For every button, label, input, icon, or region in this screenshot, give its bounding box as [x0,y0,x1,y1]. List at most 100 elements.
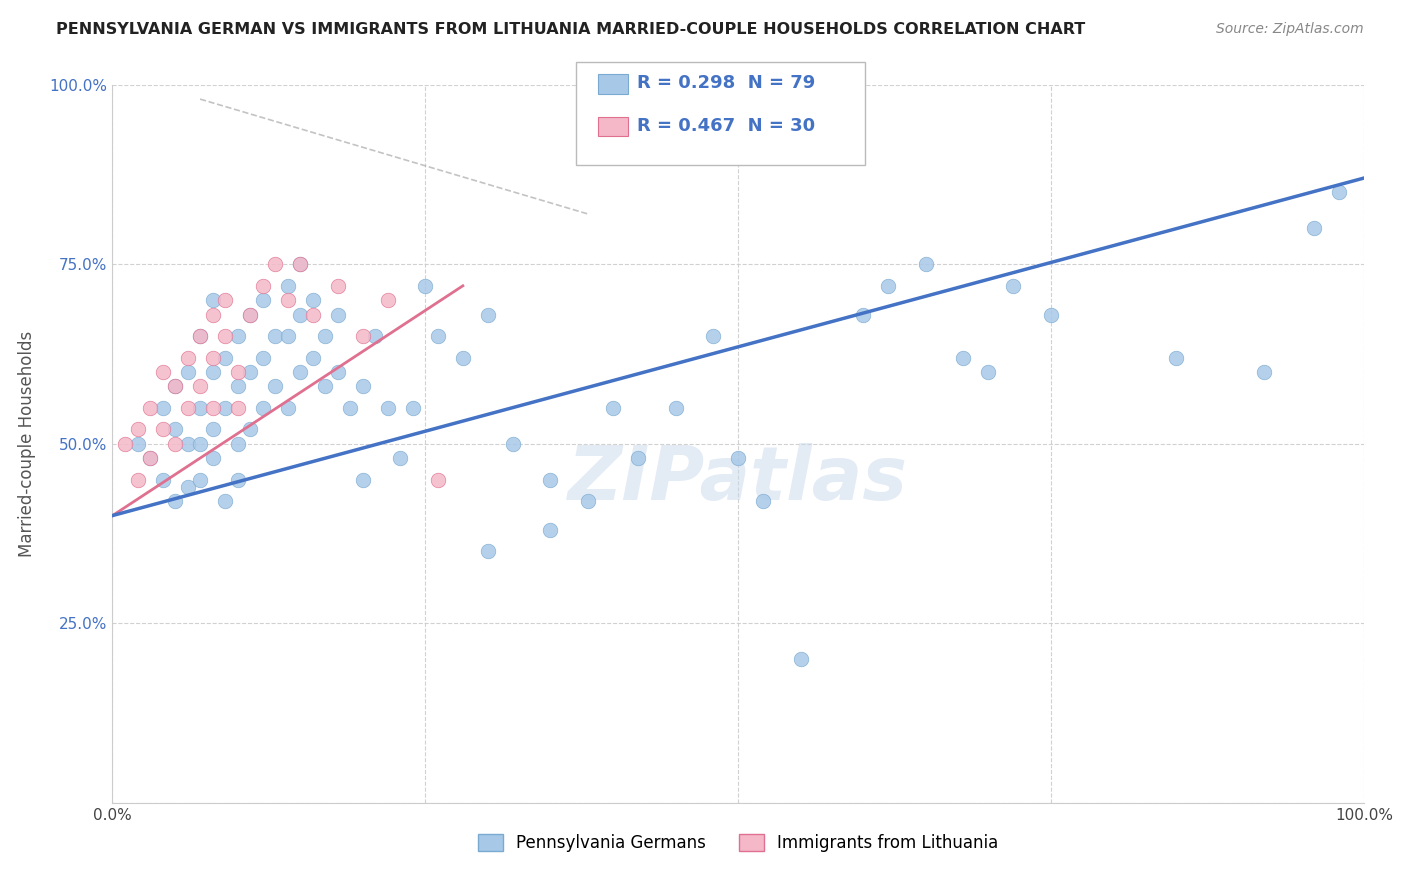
Point [627,451,650,466]
Point [301,293,323,307]
Point [352,379,374,393]
Point [1039,308,1063,322]
Point [915,257,938,271]
Point [352,473,374,487]
Point [264,257,287,271]
Point [339,401,361,415]
Point [301,351,323,365]
Point [664,401,686,415]
Point [290,257,312,271]
Point [201,422,224,436]
Point [277,278,299,293]
Point [277,329,299,343]
Point [176,401,198,415]
Text: ZIPatlas: ZIPatlas [568,443,908,516]
Point [277,401,299,415]
Y-axis label: Married-couple Households: Married-couple Households [18,331,35,557]
Point [1327,186,1350,200]
Point [226,401,249,415]
Point [163,422,186,436]
Point [290,365,312,379]
Point [477,308,499,322]
Point [214,494,236,508]
Point [127,436,149,450]
Point [127,422,149,436]
Point [290,257,312,271]
Point [352,329,374,343]
Point [402,401,425,415]
Point [413,278,436,293]
Point [226,473,249,487]
Point [290,308,312,322]
Point [977,365,1000,379]
Point [163,436,186,450]
Point [201,365,224,379]
Point [239,308,262,322]
Point [114,436,136,450]
Point [139,401,162,415]
Text: PENNSYLVANIA GERMAN VS IMMIGRANTS FROM LITHUANIA MARRIED-COUPLE HOUSEHOLDS CORRE: PENNSYLVANIA GERMAN VS IMMIGRANTS FROM L… [56,22,1085,37]
Point [1253,365,1275,379]
Point [952,351,974,365]
Point [139,451,162,466]
Point [226,329,249,343]
Point [226,379,249,393]
Point [364,329,387,343]
Point [576,494,599,508]
Point [314,329,336,343]
Point [538,523,561,537]
Text: R = 0.467  N = 30: R = 0.467 N = 30 [637,117,815,135]
Point [538,473,561,487]
Point [1164,351,1187,365]
Point [214,329,236,343]
Point [790,652,813,666]
Point [201,451,224,466]
Point [188,436,211,450]
Point [139,451,162,466]
Point [252,293,274,307]
Point [277,293,299,307]
Point [188,329,211,343]
Point [188,329,211,343]
Point [176,365,198,379]
Point [252,278,274,293]
Point [326,278,349,293]
Point [152,473,174,487]
Point [389,451,412,466]
Point [201,293,224,307]
Point [252,351,274,365]
Text: Source: ZipAtlas.com: Source: ZipAtlas.com [1216,22,1364,37]
Point [214,293,236,307]
Text: R = 0.298  N = 79: R = 0.298 N = 79 [637,74,815,92]
Point [176,436,198,450]
Point [163,379,186,393]
Point [301,308,323,322]
Point [377,401,399,415]
Point [127,473,149,487]
Point [426,329,449,343]
Point [214,351,236,365]
Point [852,308,875,322]
Point [1302,221,1324,235]
Point [163,494,186,508]
Point [252,401,274,415]
Point [176,480,198,494]
Point [214,401,236,415]
Point [477,544,499,558]
Point [264,329,287,343]
Point [188,379,211,393]
Point [426,473,449,487]
Point [152,401,174,415]
Point [314,379,336,393]
Point [201,351,224,365]
Point [702,329,724,343]
Point [502,436,524,450]
Point [602,401,624,415]
Point [239,422,262,436]
Point [201,308,224,322]
Point [264,379,287,393]
Point [176,351,198,365]
Point [152,422,174,436]
Point [877,278,900,293]
Point [226,365,249,379]
